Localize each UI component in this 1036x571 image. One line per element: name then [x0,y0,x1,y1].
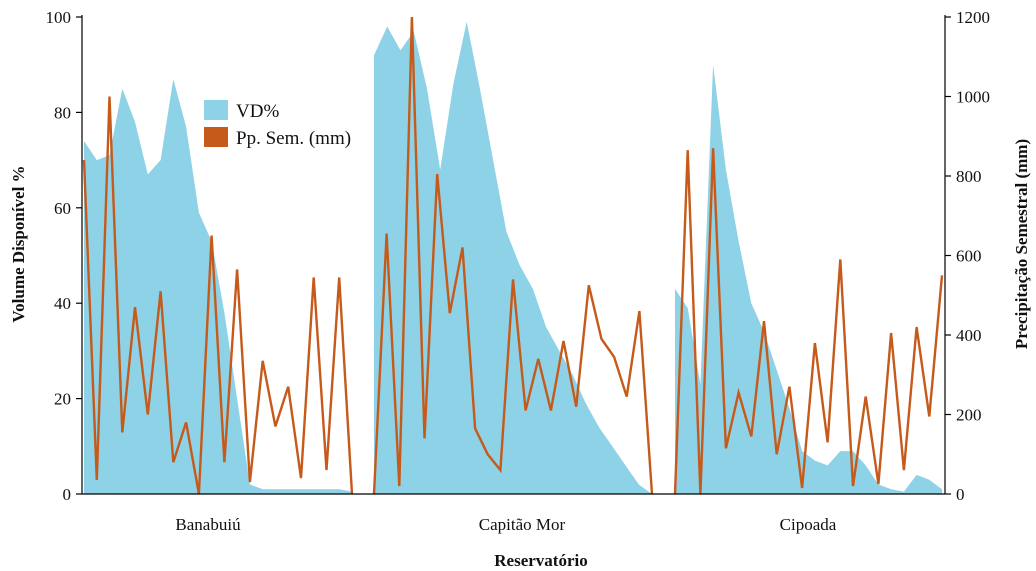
legend: VD% Pp. Sem. (mm) [204,100,351,149]
right-tick-label: 800 [956,167,982,186]
right-tick-label: 1200 [956,8,990,27]
left-tick-label: 40 [54,294,71,313]
right-tick-label: 0 [956,485,965,504]
precip-line-2 [372,16,654,495]
left-y-axis-title: Volume Disponível % [9,165,28,322]
left-tick-label: 100 [46,8,72,27]
legend-swatch-vd [204,100,228,120]
precip-line-layer [82,16,944,495]
precip-line-1 [82,96,354,495]
x-category-label: Capitão Mor [479,515,566,534]
right-y-ticks: 0 200 400 600 800 1000 1200 [945,8,990,504]
vd-area-3 [675,64,942,494]
x-axis-title: Reservatório [494,551,587,570]
x-category-labels: Banabuiú Capitão Mor Cipoada [175,515,836,534]
right-tick-label: 400 [956,326,982,345]
left-y-ticks: 0 20 40 60 80 100 [46,8,82,504]
x-category-label: Cipoada [780,515,837,534]
left-tick-label: 80 [54,103,71,122]
left-tick-label: 60 [54,199,71,218]
x-category-label: Banabuiú [175,515,241,534]
legend-label-vd: VD% [236,101,279,122]
right-tick-label: 1000 [956,88,990,107]
right-tick-label: 200 [956,406,982,425]
precip-line-3 [673,148,944,495]
left-tick-label: 0 [63,485,72,504]
right-tick-label: 600 [956,247,982,266]
left-tick-label: 20 [54,390,71,409]
right-y-axis-title: Precipitação Semestral (mm) [1012,139,1031,349]
vd-area-2 [374,21,652,495]
legend-swatch-precip [204,127,228,147]
legend-label-precip: Pp. Sem. (mm) [236,128,351,149]
